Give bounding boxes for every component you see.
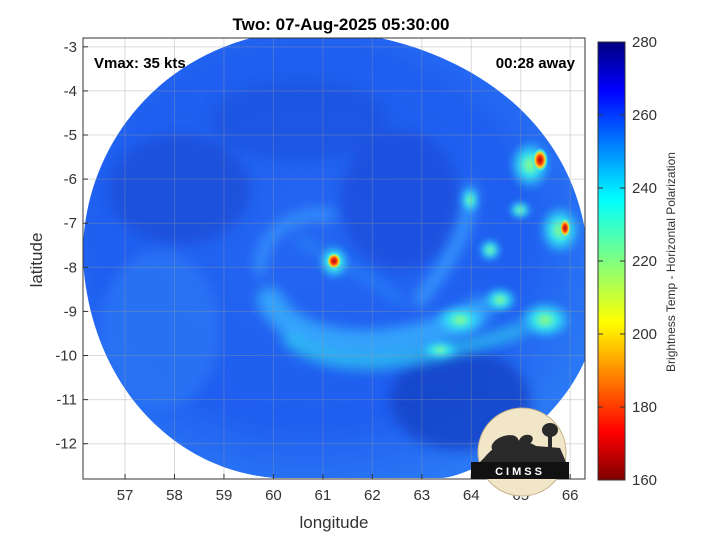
x-tick-label: 58 — [166, 487, 183, 504]
x-tick-label: 63 — [413, 487, 430, 504]
logo-text: CIMSS — [495, 466, 545, 478]
time-away-annotation: 00:28 away — [496, 55, 576, 72]
chart-title: Two: 07-Aug-2025 05:30:00 — [233, 15, 450, 34]
x-tick-label: 61 — [315, 487, 332, 504]
y-tick-label: -8 — [64, 259, 77, 276]
y-tick-label: -10 — [55, 348, 77, 365]
y-axis-ticks: -3 -4 -5 -6 -7 -8 -9 -10 -11 -12 — [55, 39, 88, 453]
x-tick-label: 59 — [216, 487, 233, 504]
colorbar-label: Brightness Temp - Horizontal Polarizatio… — [664, 152, 678, 372]
colorbar-tick-label: 180 — [632, 399, 657, 416]
x-axis-label: longitude — [299, 513, 368, 532]
cimss-logo: CIMSS — [471, 407, 569, 497]
plot-border — [82, 37, 586, 480]
y-tick-label: -7 — [64, 215, 77, 232]
colorbar-tick-label: 240 — [632, 180, 657, 197]
y-tick-label: -12 — [55, 436, 77, 453]
colorbar-tick-label: 160 — [632, 472, 657, 489]
x-tick-label: 66 — [562, 487, 579, 504]
colorbar-ticks: 280 260 240 220 200 180 160 — [598, 34, 657, 489]
y-tick-label: -6 — [64, 171, 77, 188]
y-tick-label: -3 — [64, 39, 77, 56]
y-axis-label: latitude — [27, 233, 46, 288]
y-tick-label: -5 — [64, 127, 77, 144]
x-tick-label: 57 — [117, 487, 134, 504]
y-tick-label: -11 — [56, 392, 77, 409]
y-tick-label: -4 — [64, 83, 77, 100]
x-tick-label: 60 — [265, 487, 282, 504]
colorbar-tick-label: 200 — [632, 326, 657, 343]
vmax-annotation: Vmax: 35 kts — [94, 55, 186, 72]
grid — [83, 38, 585, 479]
colorbar-tick-label: 220 — [632, 253, 657, 270]
colorbar-tick-label: 280 — [632, 34, 657, 51]
colorbar-tick-label: 260 — [632, 107, 657, 124]
swath-image — [83, 38, 585, 478]
x-tick-label: 62 — [364, 487, 381, 504]
y-tick-label: -9 — [64, 303, 77, 320]
x-tick-label: 64 — [463, 487, 480, 504]
